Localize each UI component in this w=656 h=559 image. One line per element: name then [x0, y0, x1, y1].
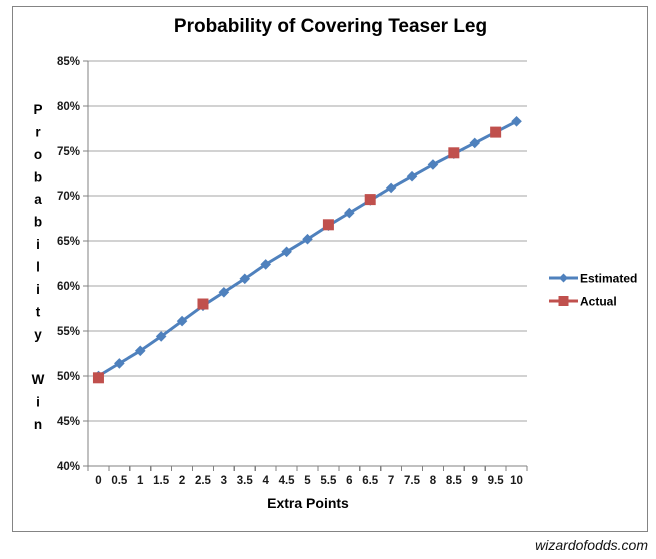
y-tick-label: 65% — [57, 236, 80, 248]
x-tick-label: 2 — [179, 475, 185, 487]
y-axis-title-letter: a — [34, 192, 42, 207]
y-tick-label: 40% — [57, 461, 80, 473]
x-tick-label: 0.5 — [111, 475, 128, 487]
x-tick-label: 2.5 — [195, 475, 212, 487]
y-axis-title-letter: W — [32, 372, 45, 387]
x-tick-label: 5.5 — [320, 475, 337, 487]
y-tick-label: 85% — [57, 56, 80, 68]
y-axis-title-letter: b — [34, 170, 42, 185]
data-point-actual — [92, 372, 104, 384]
legend-label: Estimated — [580, 272, 637, 286]
y-axis-title-letter: P — [33, 102, 42, 117]
data-point-estimated — [385, 182, 397, 194]
y-axis-title-letter: i — [36, 282, 40, 297]
x-tick-label: 1.5 — [153, 475, 170, 487]
x-tick-label: 9.5 — [488, 475, 505, 487]
y-axis-title-letter: y — [34, 327, 42, 342]
data-point-estimated — [469, 137, 481, 149]
chart-title: Probability of Covering Teaser Leg — [173, 16, 488, 37]
x-tick-label: 4 — [262, 475, 269, 487]
data-point-actual — [448, 147, 460, 159]
y-tick-label: 70% — [57, 191, 80, 203]
data-point-estimated — [155, 331, 167, 342]
x-tick-label: 8 — [430, 475, 437, 487]
data-point-estimated — [281, 246, 292, 258]
y-axis-title-letter: t — [36, 305, 41, 320]
x-tick-label: 7 — [388, 475, 394, 487]
x-tick-label: 9 — [472, 475, 478, 487]
y-tick-label: 60% — [57, 281, 80, 293]
y-axis-title-letter: b — [34, 215, 42, 230]
data-point-estimated — [511, 115, 522, 127]
data-point-estimated — [239, 273, 251, 285]
x-tick-label: 6.5 — [362, 475, 379, 487]
x-tick-label: 3.5 — [237, 475, 254, 487]
data-point-estimated — [134, 345, 146, 357]
data-point-actual — [322, 219, 334, 231]
data-point-estimated — [344, 207, 355, 219]
data-point-estimated — [260, 259, 271, 270]
y-tick-label: 80% — [57, 101, 80, 113]
x-tick-label: 5 — [304, 475, 311, 487]
y-tick-label: 50% — [57, 371, 80, 383]
data-point-actual — [364, 194, 376, 206]
y-axis-title-letter: i — [36, 237, 40, 252]
x-axis-title: Extra Points — [267, 495, 349, 511]
data-point-estimated — [406, 170, 418, 182]
data-point-estimated — [114, 358, 125, 369]
x-tick-label: 0 — [95, 475, 101, 487]
x-tick-label: 8.5 — [446, 475, 463, 487]
x-tick-label: 6 — [346, 475, 352, 487]
legend-marker-square — [558, 296, 569, 306]
y-axis-title-letter: o — [34, 147, 42, 162]
y-axis-title-letter: l — [36, 260, 40, 275]
chart-border-box — [12, 6, 648, 532]
data-point-actual — [490, 126, 502, 138]
data-point-actual — [197, 298, 209, 310]
y-axis-title-letter: r — [35, 125, 41, 140]
data-point-estimated — [427, 159, 439, 170]
y-tick-label: 75% — [57, 146, 80, 158]
watermark-text: wizardofodds.com — [535, 537, 648, 553]
x-tick-label: 1 — [137, 475, 144, 487]
data-point-estimated — [218, 286, 230, 298]
y-axis-title-letter: i — [36, 395, 40, 410]
x-tick-label: 10 — [510, 475, 523, 487]
data-point-estimated — [176, 315, 188, 327]
x-tick-label: 7.5 — [404, 475, 421, 487]
legend-label: Actual — [580, 295, 617, 309]
data-point-estimated — [302, 233, 313, 245]
y-axis-title-letter: n — [34, 417, 42, 432]
legend-marker-diamond — [559, 273, 568, 283]
x-tick-label: 3 — [221, 475, 227, 487]
x-tick-label: 4.5 — [279, 475, 296, 487]
y-tick-label: 45% — [57, 416, 80, 428]
y-tick-label: 55% — [57, 326, 80, 338]
